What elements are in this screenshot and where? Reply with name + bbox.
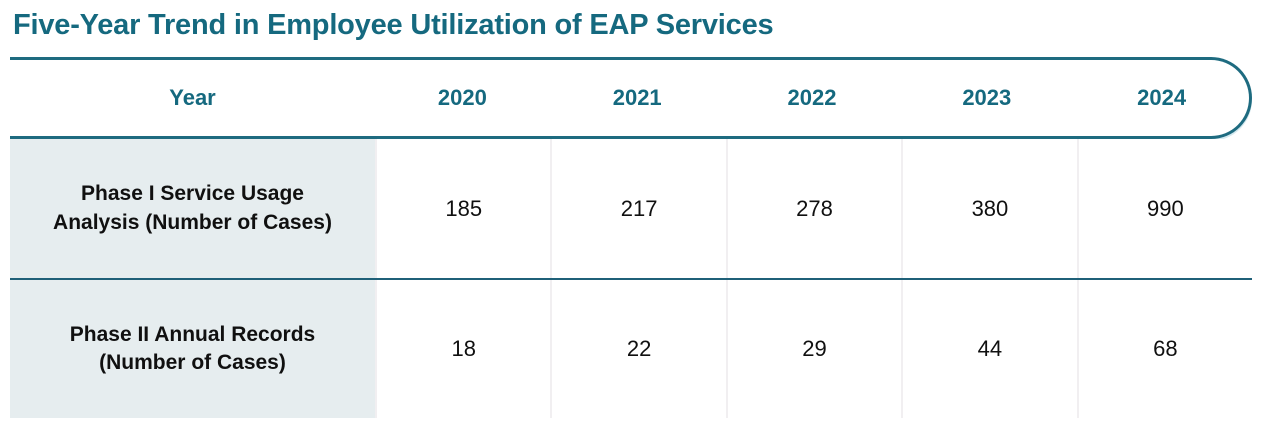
value-phase-1-2022: 278 — [725, 139, 902, 278]
year-header-2020: 2020 — [437, 85, 487, 110]
eap-utilization-table: Year 2020 2021 2022 2023 2024 Phase I Se… — [10, 57, 1253, 418]
value-phase-1-2024: 990 — [1076, 139, 1253, 278]
value-phase-2-2020: 18 — [375, 280, 551, 418]
value-phase-2-2023: 44 — [901, 280, 1077, 418]
value-phase-1-2020: 185 — [375, 139, 551, 278]
year-header-2024: 2024 — [1137, 85, 1187, 110]
row-label-phase-1: Phase I Service Usage Analysis (Number o… — [10, 139, 375, 278]
value-phase-2-2024: 68 — [1076, 280, 1253, 418]
year-column-header: Year — [169, 85, 216, 110]
table-row-phase-1: Phase I Service Usage Analysis (Number o… — [10, 139, 1253, 278]
table-row-phase-2: Phase II Annual Records (Number of Cases… — [10, 278, 1253, 418]
table-body: Phase I Service Usage Analysis (Number o… — [10, 139, 1253, 418]
year-header-2023: 2023 — [962, 85, 1012, 110]
value-phase-1-2021: 217 — [550, 139, 726, 278]
year-header-2022: 2022 — [787, 85, 837, 110]
value-phase-1-2023: 380 — [901, 139, 1077, 278]
value-phase-2-2021: 22 — [550, 280, 726, 418]
year-header-2021: 2021 — [612, 85, 662, 110]
table-header-row: Year 2020 2021 2022 2023 2024 — [10, 57, 1252, 139]
value-phase-2-2022: 29 — [725, 280, 902, 418]
row-label-phase-2: Phase II Annual Records (Number of Cases… — [10, 280, 375, 418]
page-title: Five-Year Trend in Employee Utilization … — [13, 9, 774, 41]
